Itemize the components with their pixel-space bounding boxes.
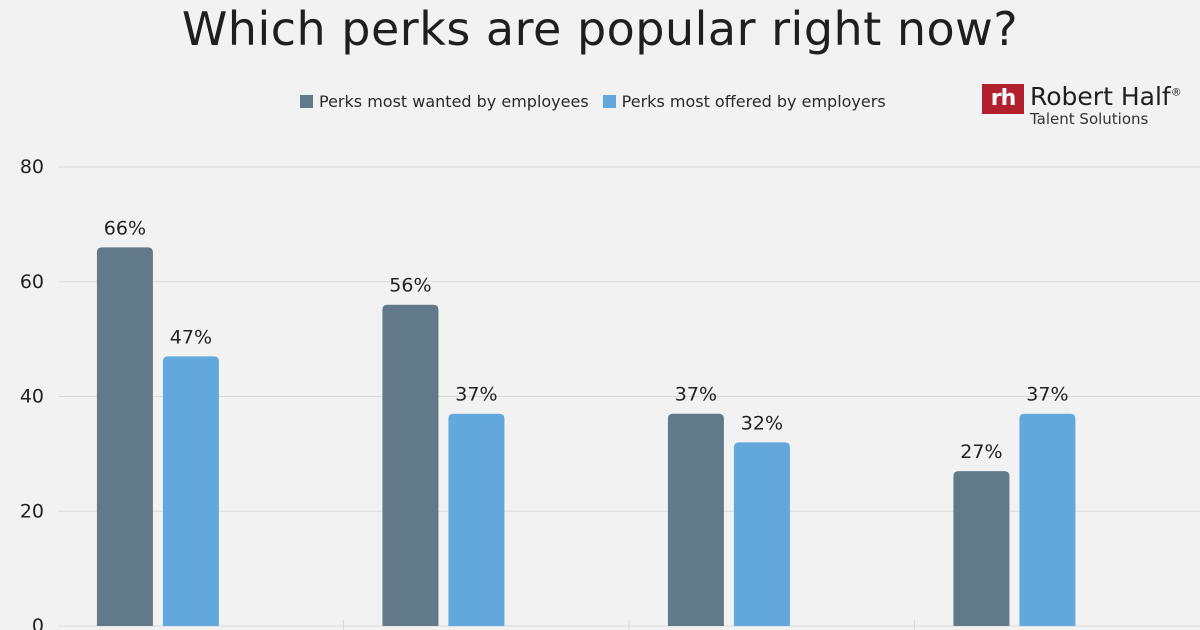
bar-wanted: [382, 304, 439, 626]
logo-mark: rh: [982, 84, 1024, 114]
data-label: 27%: [960, 441, 1002, 463]
bar-wanted: [953, 471, 1010, 626]
robert-half-logo: rh Robert Half® Talent Solutions: [982, 84, 1182, 127]
legend-swatch-wanted: [300, 95, 313, 108]
y-tick-label: 60: [20, 271, 44, 293]
legend-item-wanted: Perks most wanted by employees: [300, 92, 589, 111]
logo-registered: ®: [1170, 85, 1182, 99]
data-label: 56%: [389, 275, 431, 297]
bar-wanted: [667, 413, 724, 626]
bar-offered: [1019, 413, 1076, 626]
data-label: 66%: [104, 217, 146, 239]
logo-subtitle: Talent Solutions: [1030, 110, 1149, 128]
bar-wanted: [96, 247, 153, 626]
bar-offered: [448, 413, 505, 626]
legend: Perks most wanted by employees Perks mos…: [300, 92, 886, 111]
data-label: 32%: [741, 412, 783, 434]
bar-offered: [733, 442, 790, 626]
legend-swatch-offered: [602, 95, 616, 108]
data-label: 37%: [675, 384, 717, 406]
y-tick-label: 0: [32, 615, 44, 630]
data-label: 37%: [1026, 384, 1068, 406]
y-tick-label: 40: [20, 386, 44, 408]
legend-item-offered: Perks most offered by employers: [602, 92, 886, 111]
chart-title: Which perks are popular right now?: [181, 2, 1019, 56]
y-tick-label: 20: [20, 500, 44, 522]
legend-label-offered: Perks most offered by employers: [621, 92, 886, 111]
y-tick-label: 80: [20, 156, 44, 178]
logo-text: Robert Half® Talent Solutions: [1030, 84, 1182, 127]
bar-offered: [162, 356, 219, 626]
legend-label-wanted: Perks most wanted by employees: [319, 92, 589, 111]
logo-name: Robert Half: [1030, 82, 1171, 111]
data-label: 37%: [455, 384, 497, 406]
data-label: 47%: [170, 326, 212, 348]
